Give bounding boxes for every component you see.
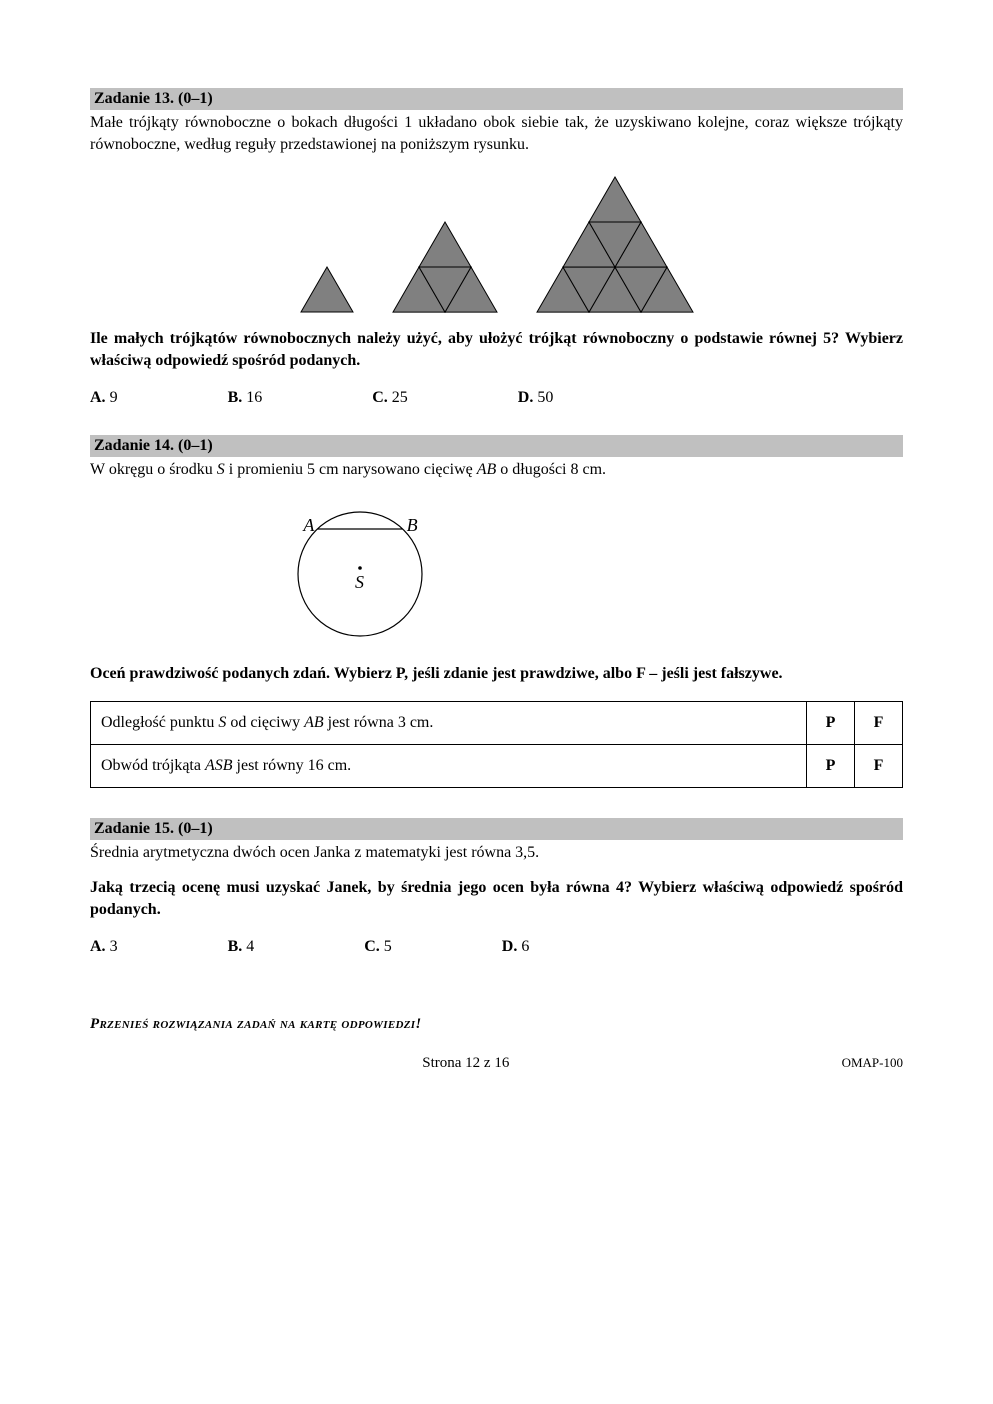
table-row: Obwód trójkąta ASB jest równy 16 cm. P F — [91, 744, 903, 787]
option-value: 3 — [110, 938, 118, 955]
task15-option-b[interactable]: B. 4 — [228, 938, 255, 956]
task13-body: Małe trójkąty równoboczne o bokach długo… — [90, 112, 903, 155]
option-value: 9 — [110, 389, 118, 406]
task13-diagram — [90, 175, 903, 314]
choice-f[interactable]: F — [855, 701, 903, 744]
task15-body: Średnia arytmetyczna dwóch ocen Janka z … — [90, 842, 903, 864]
svg-text:A: A — [302, 515, 315, 535]
statement-cell: Odległość punktu S od cięciwy AB jest ró… — [91, 701, 807, 744]
triangle-group — [289, 265, 365, 314]
table-row: Odległość punktu S od cięciwy AB jest ró… — [91, 701, 903, 744]
task13-options: A. 9 B. 16 C. 25 D. 50 — [90, 389, 903, 407]
task13-option-a[interactable]: A. 9 — [90, 389, 118, 407]
task15-question: Jaką trzecią ocenę musi uzyskać Janek, b… — [90, 877, 903, 920]
option-value: 50 — [537, 389, 553, 406]
task14-table: Odległość punktu S od cięciwy AB jest ró… — [90, 701, 903, 788]
task15-options: A. 3 B. 4 C. 5 D. 6 — [90, 938, 903, 956]
exam-code: OMAP-100 — [842, 1055, 903, 1071]
task13-option-c[interactable]: C. 25 — [372, 389, 408, 407]
option-value: 25 — [392, 389, 408, 406]
task14-body: W okręgu o środku S i promieniu 5 cm nar… — [90, 459, 903, 481]
option-value: 5 — [384, 938, 392, 955]
option-value: 6 — [521, 938, 529, 955]
task13-option-b[interactable]: B. 16 — [228, 389, 263, 407]
transfer-note: Przenieś rozwiązania zadań na kartę odpo… — [90, 1016, 903, 1033]
task13-question: Ile małych trójkątów równobocznych należ… — [90, 328, 903, 371]
statement-cell: Obwód trójkąta ASB jest równy 16 cm. — [91, 744, 807, 787]
task14-diagram: A B S — [270, 499, 903, 649]
task15-option-a[interactable]: A. 3 — [90, 938, 118, 956]
page-footer: Strona 12 z 16 OMAP-100 — [90, 1055, 903, 1072]
svg-text:S: S — [355, 572, 364, 592]
option-value: 16 — [246, 389, 262, 406]
choice-p[interactable]: P — [807, 701, 855, 744]
choice-f[interactable]: F — [855, 744, 903, 787]
task13-option-d[interactable]: D. 50 — [518, 389, 554, 407]
page-number: Strona 12 z 16 — [90, 1055, 842, 1072]
triangle-group — [525, 175, 705, 314]
svg-text:B: B — [407, 515, 418, 535]
triangle-group — [381, 220, 509, 314]
task15-header: Zadanie 15. (0–1) — [90, 818, 903, 840]
task13-header: Zadanie 13. (0–1) — [90, 88, 903, 110]
task15-option-d[interactable]: D. 6 — [502, 938, 530, 956]
task15-option-c[interactable]: C. 5 — [364, 938, 392, 956]
choice-p[interactable]: P — [807, 744, 855, 787]
task14-question: Oceń prawdziwość podanych zdań. Wybierz … — [90, 663, 903, 685]
option-value: 4 — [246, 938, 254, 955]
task14-header: Zadanie 14. (0–1) — [90, 435, 903, 457]
